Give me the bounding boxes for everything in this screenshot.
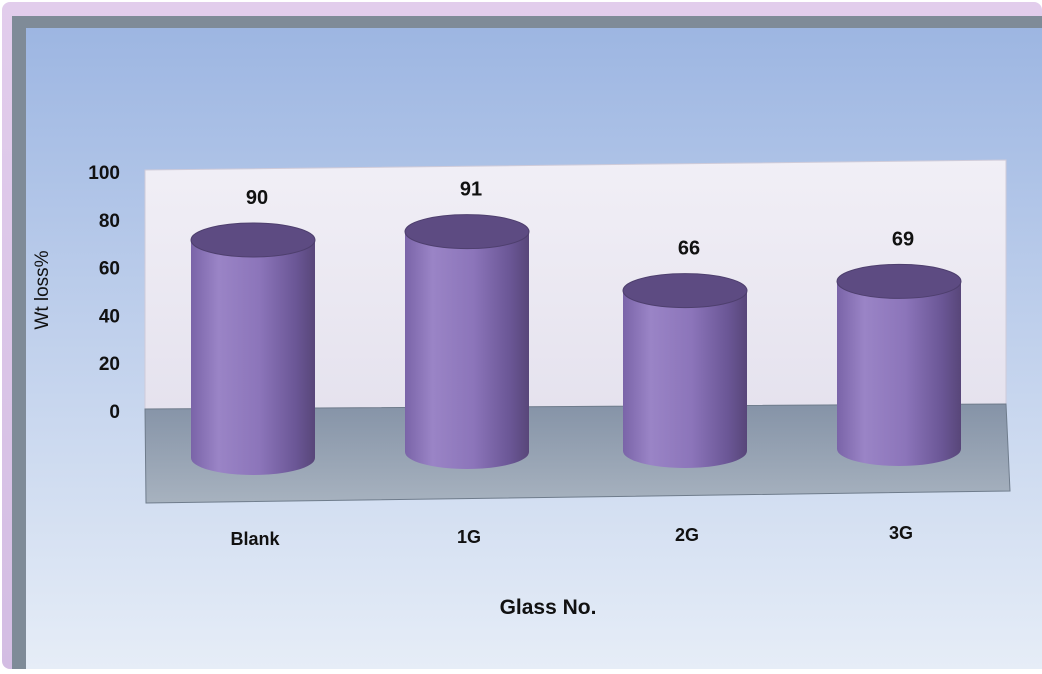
data-label: 69 [892, 228, 914, 250]
data-label: 66 [678, 238, 700, 260]
bars-group: 90 91 66 69 [190, 179, 962, 475]
bar-1g: 91 [404, 179, 530, 469]
bar-body [623, 290, 747, 468]
bar-top [404, 214, 530, 250]
x-tick-label: 1G [457, 527, 481, 547]
y-tick-label: 0 [109, 402, 120, 423]
bar-body [191, 240, 315, 475]
bar-3g: 69 [836, 228, 962, 466]
bar-body [837, 281, 961, 466]
x-tick-labels: Blank 1G 2G 3G [230, 523, 913, 549]
bar-blank: 90 [190, 187, 316, 475]
bar-top [190, 222, 316, 258]
y-tick-label: 100 [88, 163, 120, 184]
data-label: 91 [460, 179, 482, 201]
bar-top [836, 263, 962, 299]
y-tick-labels: 0 20 40 60 80 100 [88, 163, 120, 423]
x-tick-label: 3G [889, 523, 913, 543]
x-axis-label: Glass No. [500, 596, 597, 619]
y-axis-label: Wt loss% [32, 250, 53, 329]
y-tick-label: 40 [99, 306, 120, 327]
data-label: 90 [246, 187, 268, 209]
y-tick-label: 60 [99, 259, 120, 280]
x-tick-label: Blank [230, 529, 280, 549]
x-tick-label: 2G [675, 525, 699, 545]
bar-2g: 66 [622, 238, 748, 468]
y-tick-label: 20 [99, 354, 120, 375]
bar-top [622, 273, 748, 309]
y-tick-label: 80 [99, 211, 120, 232]
bar-body [405, 231, 529, 469]
